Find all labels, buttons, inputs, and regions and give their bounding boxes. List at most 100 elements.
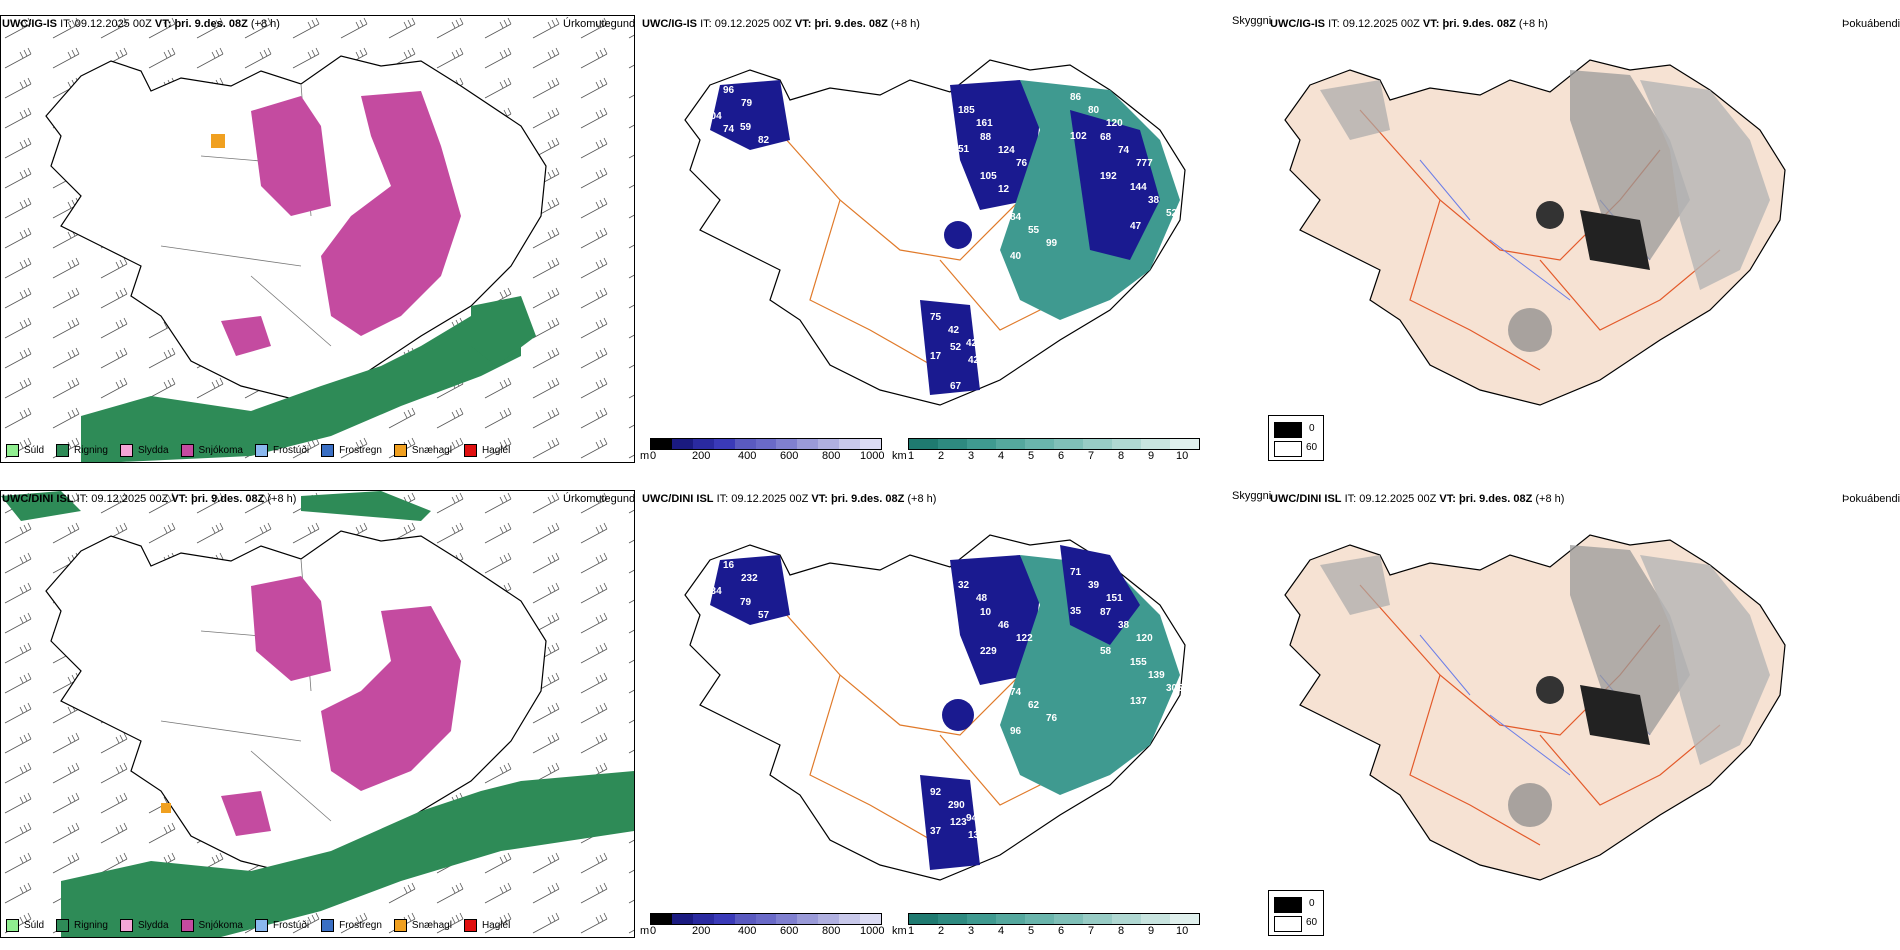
it-value: 09.12.2025 00Z: [1342, 18, 1420, 30]
tick: 4: [998, 450, 1005, 462]
cloud-title: Skyggni: [1232, 15, 1272, 27]
precip-legend: Súld Rigning Slydda Snjókoma Frostúði Fr…: [6, 919, 510, 932]
legend-swatch-white: [1274, 441, 1302, 457]
top-row: UWC/IG-IS IT: 09.12.2025 00Z VT: þri. 9.…: [0, 0, 1900, 475]
cloud-base-label: 138: [968, 830, 985, 841]
vis-unit: km: [892, 450, 907, 462]
cloud-base-label: 59: [740, 122, 752, 133]
it-value: 09.12.2025 00Z: [91, 493, 169, 505]
tick: 5: [1028, 450, 1035, 462]
cloud-header: UWC/IG-IS IT: 09.12.2025 00Z VT: þri. 9.…: [642, 18, 920, 30]
tick: 800: [822, 925, 841, 937]
cloud-base-label: 32: [958, 580, 970, 591]
base-unit: m: [640, 450, 650, 462]
cloud-base-label: 75: [930, 312, 942, 323]
cloud-title: Skyggni: [1232, 490, 1272, 502]
tick: 800: [822, 450, 841, 462]
cloud-base-label: 79: [740, 597, 752, 608]
fog-title: Þokuábendi: [1842, 493, 1900, 505]
legend-label: Snæhagl: [411, 445, 452, 456]
model-name: UWC/IG-IS: [1270, 18, 1325, 30]
cloud-base-label: 17: [930, 351, 942, 362]
vt-value: þri. 9.des. 08Z: [1442, 18, 1516, 30]
legend-swatch: [56, 444, 70, 457]
legend-item-frostudi: Frostúði: [254, 444, 310, 457]
cloud-base-label: 52: [1166, 208, 1178, 219]
vis-unit: km: [892, 925, 907, 937]
cloud-base-label: 86: [1070, 92, 1082, 103]
fog-panel-bottom: UWC/DINI ISL IT: 09.12.2025 00Z VT: þri.…: [1268, 475, 1900, 950]
cloud-base-label: 134: [705, 586, 722, 597]
cloud-base-label: 37: [930, 826, 942, 837]
cloud-base-label: 74: [723, 124, 735, 135]
cloud-base-label: 68: [1100, 132, 1112, 143]
vt-label: VT:: [1439, 493, 1456, 505]
cloud-base-label: 161: [976, 118, 993, 129]
cloud-base-label: 185: [958, 105, 975, 116]
legend-label: Frostúði: [272, 445, 310, 456]
legend-item-sudl: Súld: [6, 919, 44, 932]
fog-header: UWC/IG-IS IT: 09.12.2025 00Z VT: þri. 9.…: [1270, 18, 1548, 30]
tick: 1000: [860, 925, 885, 937]
cloud-base-label: 40: [1010, 251, 1022, 262]
fog-panel-top: UWC/IG-IS IT: 09.12.2025 00Z VT: þri. 9.…: [1268, 0, 1900, 475]
cloud-base-label: 47: [1130, 221, 1142, 232]
tick: 6: [1058, 925, 1065, 937]
bottom-row: UWC/DINI ISL IT: 09.12.2025 00Z VT: þri.…: [0, 475, 1900, 950]
vt-label: VT:: [811, 493, 828, 505]
legend-item-rigning: Rigning: [56, 919, 108, 932]
cloud-base-label: 137: [1130, 696, 1147, 707]
legend-item-frostudi: Frostúði: [254, 919, 310, 932]
cloud-base-label: 42: [948, 325, 960, 336]
cloud-base-label: 38: [1148, 195, 1160, 206]
tick: 0: [650, 450, 657, 462]
cloud-cover-legend: 0 60: [1268, 415, 1324, 461]
precip-type-panel-bottom: UWC/DINI ISL IT: 09.12.2025 00Z VT: þri.…: [0, 475, 640, 950]
fog-title: Þokuábendi: [1842, 18, 1900, 30]
cloud-base-label: 105: [980, 171, 997, 182]
legend-swatch: [321, 444, 335, 457]
cloud-panel-top: 80 59 59 96 88 84 86 68 144 75 52 96 82 66 185 124 55 80 7…: [640, 0, 1272, 475]
legend-item-frostregn: Frostregn: [321, 919, 382, 932]
legend-label: Súld: [24, 445, 45, 456]
precip-header: UWC/IG-IS IT: 09.12.2025 00Z VT: þri. 9.…: [2, 18, 280, 30]
it-label: IT:: [60, 18, 72, 30]
tick: 600: [780, 450, 799, 462]
legend-swatch: [6, 444, 19, 457]
cloud-base-label: 12: [998, 184, 1010, 195]
cloud-base-label: 59: [760, 167, 772, 178]
legend-label: Rigning: [74, 920, 108, 931]
legend-swatch: [6, 919, 19, 932]
legend-swatch: [119, 444, 133, 457]
base-colorbar: [650, 438, 882, 450]
tick: 2: [938, 925, 945, 937]
cloud-base-label: 42: [968, 355, 980, 366]
cloud-base-label: 192: [1100, 171, 1117, 182]
tick: 0: [650, 925, 657, 937]
legend-label: Slydda: [137, 445, 169, 456]
tick: 9: [1148, 925, 1155, 937]
cloud-base-label: 38: [1118, 620, 1130, 631]
vt-label: VT:: [1422, 18, 1440, 30]
tick: 8: [1118, 925, 1125, 937]
vt-value: þri. 9.des. 08Z: [1458, 493, 1533, 505]
lead-time: (+8 h): [1518, 18, 1548, 30]
cloud-base-label: 57: [758, 610, 770, 621]
tick: 400: [738, 925, 757, 937]
cloud-base-label: 73: [778, 655, 790, 666]
precip-title: Úrkomutegund: [563, 18, 636, 30]
legend-swatch: [56, 919, 70, 932]
cloud-base-label: 53: [776, 623, 788, 634]
legend-item-frostregn: Frostregn: [321, 444, 382, 457]
legend-swatch: [321, 919, 335, 932]
model-name: UWC/DINI ISL: [2, 493, 74, 505]
legend-label: Snæhagl: [411, 920, 452, 931]
precip-header: UWC/DINI ISL IT: 09.12.2025 00Z VT: þri.…: [2, 493, 296, 505]
cloud-base-label: 139: [1148, 670, 1165, 681]
cloud-base-labels: 80 59 59 96 88 84 86 68 144 75 52 96 82 66 185 124 55 80 7…: [705, 72, 1178, 392]
tick: 400: [738, 450, 757, 462]
cloud-base-label: 123: [950, 817, 967, 828]
legend-label: Frostúði: [272, 920, 310, 931]
legend-item-snaehagl: Snæhagl: [393, 919, 452, 932]
cloud-base-label: 52: [740, 636, 752, 647]
